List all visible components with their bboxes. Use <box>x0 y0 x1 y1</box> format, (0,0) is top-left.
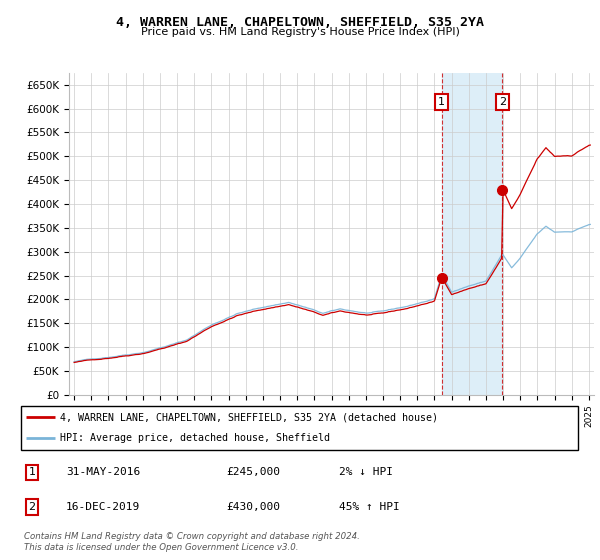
Text: Contains HM Land Registry data © Crown copyright and database right 2024.
This d: Contains HM Land Registry data © Crown c… <box>24 532 360 552</box>
Text: 2% ↓ HPI: 2% ↓ HPI <box>340 467 394 477</box>
Text: 45% ↑ HPI: 45% ↑ HPI <box>340 502 400 512</box>
Text: £245,000: £245,000 <box>227 467 281 477</box>
FancyBboxPatch shape <box>21 406 578 450</box>
Text: 2: 2 <box>29 502 35 512</box>
Text: 31-MAY-2016: 31-MAY-2016 <box>66 467 140 477</box>
Text: 4, WARREN LANE, CHAPELTOWN, SHEFFIELD, S35 2YA: 4, WARREN LANE, CHAPELTOWN, SHEFFIELD, S… <box>116 16 484 29</box>
Text: 4, WARREN LANE, CHAPELTOWN, SHEFFIELD, S35 2YA (detached house): 4, WARREN LANE, CHAPELTOWN, SHEFFIELD, S… <box>60 412 438 422</box>
Text: 1: 1 <box>29 467 35 477</box>
Text: £430,000: £430,000 <box>227 502 281 512</box>
Bar <box>442 73 502 395</box>
Text: 1: 1 <box>438 97 445 107</box>
Text: 2: 2 <box>499 97 506 107</box>
Text: Price paid vs. HM Land Registry's House Price Index (HPI): Price paid vs. HM Land Registry's House … <box>140 27 460 37</box>
Text: HPI: Average price, detached house, Sheffield: HPI: Average price, detached house, Shef… <box>60 433 331 444</box>
Text: 16-DEC-2019: 16-DEC-2019 <box>66 502 140 512</box>
